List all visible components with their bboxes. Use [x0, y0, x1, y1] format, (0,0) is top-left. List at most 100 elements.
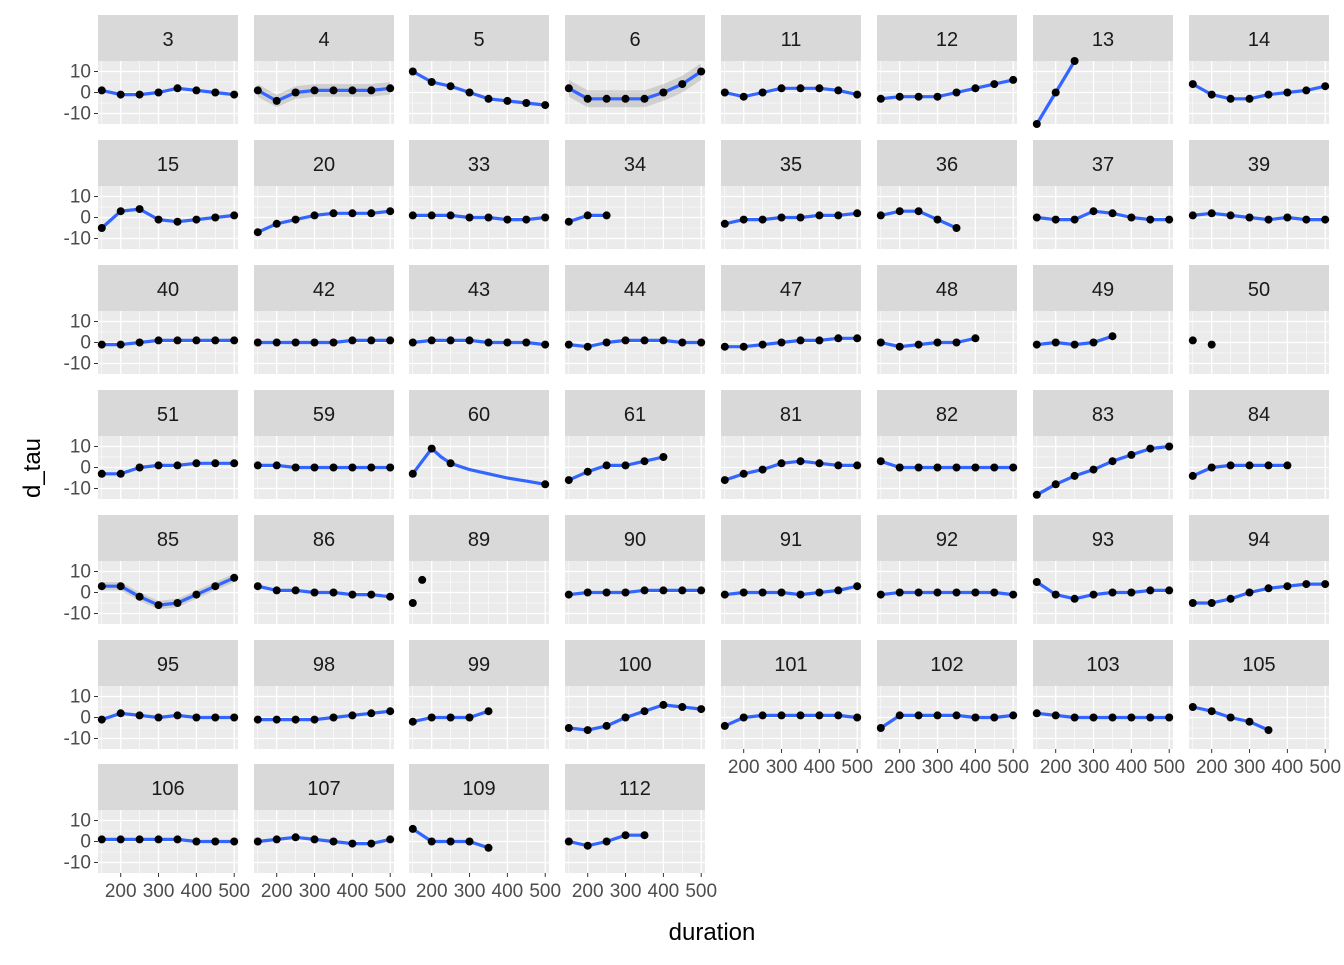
data-point: [1051, 338, 1060, 347]
facet-panel: 105: [1188, 640, 1329, 749]
facet-strip: [254, 390, 394, 436]
data-point: [1321, 580, 1330, 589]
x-tick-label: 500: [1309, 757, 1341, 778]
data-point: [1108, 209, 1117, 218]
data-point: [211, 459, 220, 468]
data-point: [465, 213, 474, 222]
data-point: [348, 209, 357, 218]
data-point: [621, 588, 630, 597]
facet-panel: 39: [1188, 140, 1330, 249]
data-point: [1108, 713, 1117, 722]
facet-panel: 5: [408, 15, 550, 124]
facet-strip: [1189, 515, 1329, 561]
data-point: [834, 211, 843, 220]
facet-strip-label: 48: [936, 279, 958, 301]
data-point: [1032, 490, 1041, 499]
data-point: [1245, 461, 1254, 470]
facet-panel: 35: [720, 140, 862, 249]
facet-strip-label: 84: [1248, 404, 1270, 426]
data-point: [484, 707, 493, 716]
data-point: [230, 459, 239, 468]
facet-strip: [98, 15, 238, 61]
facet-strip: [254, 265, 394, 311]
data-point: [583, 726, 592, 735]
data-point: [564, 590, 573, 599]
facet-panel: 81: [720, 390, 862, 499]
facet-strip: [877, 140, 1017, 186]
x-tick-label: 200: [416, 881, 448, 902]
facet-strip: [409, 390, 549, 436]
data-point: [1264, 584, 1273, 593]
data-point: [386, 336, 395, 345]
data-point: [541, 213, 550, 222]
data-point: [621, 461, 630, 470]
data-point: [564, 476, 573, 485]
data-point: [192, 459, 201, 468]
data-point: [116, 207, 125, 216]
data-point: [135, 463, 144, 472]
data-point: [602, 94, 611, 103]
facet-strip-label: 91: [780, 529, 802, 551]
data-point: [446, 713, 455, 722]
facet-panel: 91: [720, 515, 862, 624]
data-point: [1089, 713, 1098, 722]
y-tick-label: -10: [64, 729, 91, 750]
data-point: [678, 338, 687, 347]
facet-panel: 101: [720, 640, 862, 749]
facet-strip: [98, 764, 238, 810]
y-tick-label: -10: [64, 604, 91, 625]
data-point: [386, 207, 395, 216]
data-point: [1207, 707, 1216, 716]
facet-strip: [1189, 15, 1329, 61]
facet-panel: 98: [253, 640, 395, 749]
data-point: [990, 463, 999, 472]
facet-panel: 12: [876, 15, 1018, 124]
data-point: [116, 340, 125, 349]
facet-strip-label: 42: [313, 279, 335, 301]
data-point: [1009, 711, 1018, 720]
data-point: [602, 721, 611, 730]
data-point: [739, 588, 748, 597]
facet-strip-label: 81: [780, 404, 802, 426]
facet-strip: [565, 640, 705, 686]
x-axis-title: duration: [669, 919, 756, 946]
data-point: [1089, 590, 1098, 599]
data-point: [640, 94, 649, 103]
data-point: [367, 463, 376, 472]
data-point: [1146, 444, 1155, 453]
data-point: [408, 67, 417, 76]
data-point: [602, 588, 611, 597]
data-point: [1070, 471, 1079, 480]
facet-panel: 34: [564, 140, 705, 249]
facet-strip-label: 47: [780, 279, 802, 301]
data-point: [834, 586, 843, 595]
facet-panel: 85: [97, 515, 239, 624]
data-point: [914, 463, 923, 472]
x-tick-label: 200: [1040, 757, 1072, 778]
facet-strip: [565, 764, 705, 810]
x-tick-label: 400: [181, 881, 213, 902]
facet-strip-label: 43: [468, 279, 490, 301]
x-tick-label: 500: [685, 881, 717, 902]
y-tick-label: 10: [70, 811, 91, 832]
data-point: [367, 709, 376, 718]
facet-strip-label: 107: [307, 778, 340, 800]
facet-panel: 93: [1032, 515, 1174, 624]
facet-panel: 102: [876, 640, 1018, 749]
facet-strip: [98, 265, 238, 311]
data-point: [1127, 213, 1136, 222]
facet-panel: 43: [408, 265, 550, 374]
data-point: [1009, 590, 1018, 599]
facet-panel: 82: [876, 390, 1018, 499]
y-tick-label: 0: [80, 583, 91, 604]
data-point: [739, 469, 748, 478]
data-point: [97, 340, 106, 349]
data-point: [427, 78, 436, 86]
data-point: [834, 334, 843, 343]
facet-panel: 47: [720, 265, 862, 374]
data-point: [876, 457, 885, 466]
facet-panel: 4: [253, 15, 395, 124]
facet-strip: [1033, 515, 1173, 561]
data-point: [1146, 215, 1155, 224]
data-point: [1108, 332, 1117, 341]
